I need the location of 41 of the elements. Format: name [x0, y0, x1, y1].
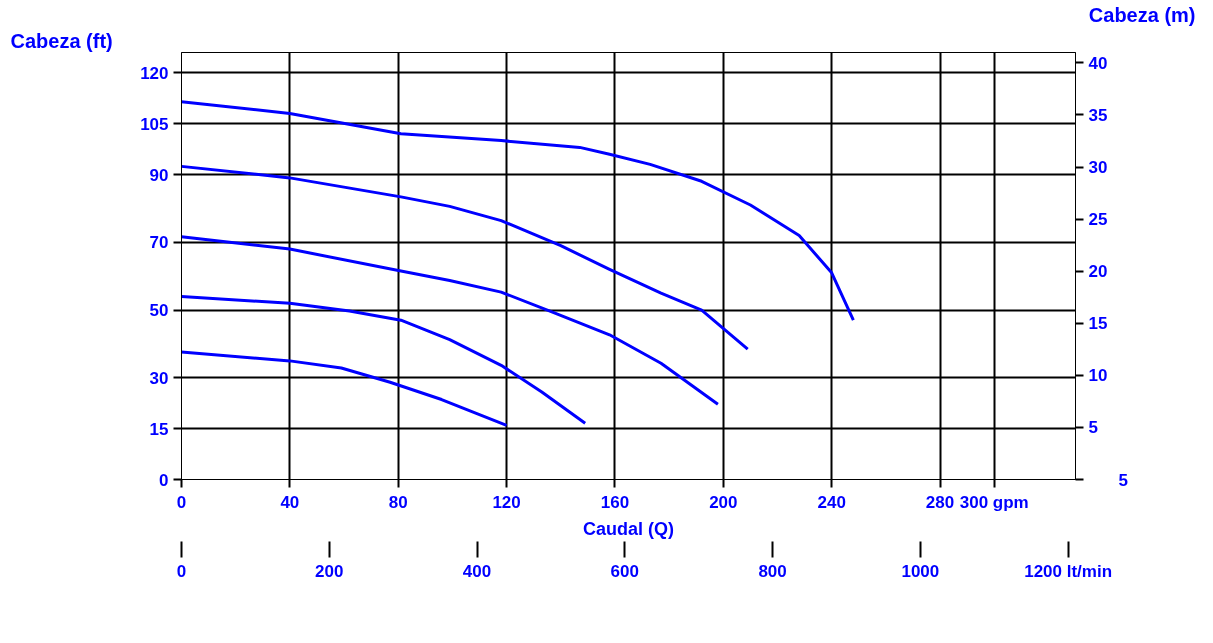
- line-series: [181, 295, 587, 425]
- y-tick-label: 70: [149, 233, 169, 253]
- x-tick-label: 300 gpm: [959, 492, 1029, 512]
- x-tick-label: 0: [176, 492, 187, 512]
- x-tick-label: 80: [388, 492, 408, 512]
- x-tick-label: 280: [925, 492, 955, 512]
- x2-tick-label: 600: [610, 561, 639, 581]
- x-axis-title: Caudal (Q): [583, 518, 675, 539]
- x-tick-label: 240: [817, 492, 846, 512]
- line-series: [181, 350, 509, 427]
- y2-tick-label: 15: [1088, 314, 1108, 334]
- y-tick-label: 0: [159, 470, 169, 490]
- y2-tick-label: 5: [1088, 418, 1098, 438]
- y2-tick-label: 40: [1088, 53, 1108, 73]
- line-series: [181, 164, 750, 351]
- y2-tick-label: 25: [1088, 210, 1108, 230]
- line-series: [181, 100, 855, 322]
- text: 5: [1118, 470, 1128, 490]
- y-tick-label: 105: [140, 114, 169, 134]
- y-tick-label: 15: [149, 419, 169, 439]
- y-tick-label: 90: [149, 165, 169, 185]
- y2-tick-label: 10: [1088, 366, 1108, 386]
- x-tick-label: 40: [280, 492, 300, 512]
- y-tick-label: 30: [149, 368, 169, 388]
- x2-tick-label: 200: [315, 561, 344, 581]
- x2-tick-label: 0: [176, 561, 187, 581]
- y-tick-label: 120: [140, 63, 169, 83]
- y2-axis-title: Cabeza (m): [1088, 3, 1196, 26]
- y2-tick-label: 30: [1088, 158, 1108, 178]
- x2-tick-label: 800: [758, 561, 787, 581]
- x-tick-label: 160: [600, 492, 630, 512]
- x2-tick-label: 1200 lt/min: [1024, 561, 1113, 581]
- x-tick-label: 120: [492, 492, 521, 512]
- y-tick-label: 50: [149, 301, 169, 321]
- x2-tick-label: 400: [462, 561, 492, 581]
- y-axis-title: Cabeza (ft): [10, 29, 113, 52]
- y2-tick-label: 35: [1088, 105, 1108, 125]
- x-tick-label: 200: [709, 492, 738, 512]
- line-series: [181, 235, 720, 406]
- x2-tick-label: 1000: [901, 561, 940, 581]
- y2-tick-label: 20: [1088, 262, 1108, 282]
